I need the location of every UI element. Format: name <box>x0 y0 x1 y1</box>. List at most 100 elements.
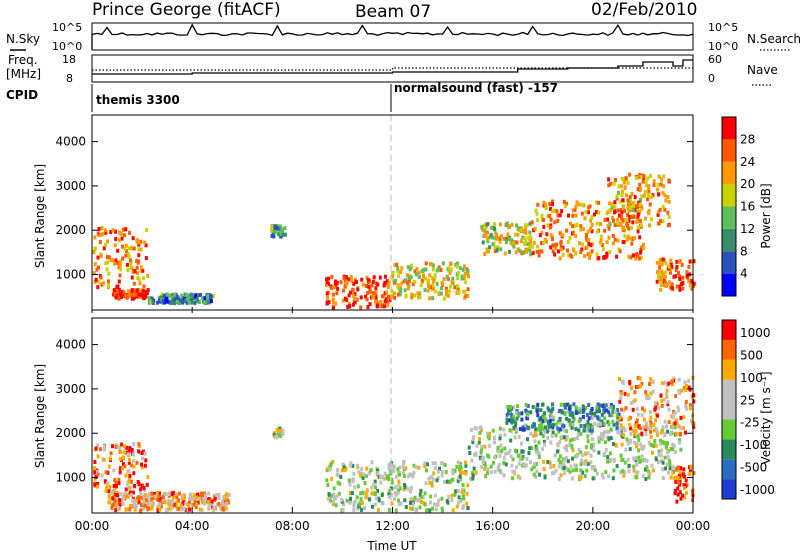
echo-cell <box>353 499 357 504</box>
echo-cell <box>681 472 685 477</box>
echo-cell <box>456 478 460 483</box>
echo-cell <box>679 426 683 431</box>
echo-cell <box>556 426 560 431</box>
echo-cell <box>682 474 686 479</box>
echo-cell <box>424 481 428 486</box>
echo-cell <box>191 295 194 300</box>
echo-cell <box>625 237 629 242</box>
echo-cell <box>623 460 627 465</box>
echo-cell <box>610 413 614 418</box>
echo-cell <box>636 253 640 258</box>
echo-cell <box>503 432 507 437</box>
echo-cell <box>396 269 400 273</box>
echo-cell <box>110 505 114 510</box>
echo-cell <box>342 465 346 470</box>
echo-cell <box>659 430 663 435</box>
echo-cell <box>544 202 548 207</box>
echo-cell <box>684 387 688 392</box>
echo-cell <box>449 261 453 266</box>
echo-cell <box>590 437 594 442</box>
echo-cell <box>418 295 422 300</box>
echo-cell <box>115 503 119 508</box>
echo-cell <box>124 507 128 512</box>
echo-cell <box>348 490 352 495</box>
echo-cell <box>526 437 529 442</box>
echo-cell <box>635 441 639 446</box>
echo-cell <box>270 225 274 229</box>
echo-cell <box>433 502 437 507</box>
echo-cell <box>398 465 402 470</box>
echo-cell <box>684 478 688 483</box>
echo-cell <box>583 474 587 479</box>
echo-cell <box>538 423 541 428</box>
echo-cell <box>465 491 469 496</box>
echo-cell <box>658 257 662 262</box>
echo-cell <box>610 206 614 211</box>
echo-cell <box>431 263 435 268</box>
echo-cell <box>542 467 546 472</box>
echo-cell <box>349 461 353 466</box>
echo-cell <box>180 493 184 498</box>
echo-cell <box>127 478 131 482</box>
echo-cell <box>602 410 606 415</box>
echo-cell <box>631 208 635 213</box>
echo-cell <box>119 267 123 272</box>
echo-cell <box>615 464 619 469</box>
echo-cell <box>159 295 163 300</box>
echo-cell <box>359 497 363 502</box>
echo-cell <box>676 405 680 410</box>
echo-cell <box>223 499 227 504</box>
echo-cell <box>353 292 357 297</box>
echo-cell <box>161 495 165 500</box>
echo-cell <box>123 233 126 238</box>
echo-cell <box>118 466 122 471</box>
echo-cell <box>541 419 545 424</box>
echo-cell <box>471 473 475 478</box>
echo-cell <box>325 277 328 282</box>
echo-cell <box>609 436 613 440</box>
echo-cell <box>398 486 402 491</box>
colorbar-swatch <box>722 206 736 229</box>
echo-cell <box>650 194 654 199</box>
echo-cell <box>360 467 364 472</box>
echo-cell <box>587 205 591 210</box>
echo-cell <box>213 496 217 501</box>
echo-cell <box>167 492 171 497</box>
echo-cell <box>432 471 436 476</box>
echo-cell <box>595 200 598 205</box>
echo-cell <box>677 271 680 275</box>
echo-cell <box>520 251 524 256</box>
echo-cell <box>394 278 398 283</box>
echo-cell <box>325 291 329 296</box>
echo-cell <box>171 495 175 500</box>
echo-cell <box>491 235 495 240</box>
echo-cell <box>651 379 655 384</box>
echo-cell <box>327 492 331 497</box>
echo-cell <box>517 435 521 439</box>
echo-cell <box>515 416 519 421</box>
echo-cell <box>200 491 203 496</box>
echo-cell <box>628 423 632 428</box>
echo-cell <box>651 450 654 455</box>
colorbar-swatch <box>722 479 736 499</box>
echo-cell <box>611 442 615 447</box>
cpid-segment-1: themis 3300 <box>96 93 180 107</box>
echo-cell <box>619 470 623 475</box>
freq-trace <box>92 59 693 75</box>
y-tick-label: 2000 <box>55 223 86 237</box>
echo-cell <box>585 235 588 240</box>
echo-cell <box>217 501 221 506</box>
echo-cell <box>108 500 112 505</box>
echo-cell <box>365 291 369 296</box>
freq-label: Freq. <box>8 53 38 67</box>
echo-cell <box>348 500 352 505</box>
echo-cell <box>145 228 149 233</box>
echo-cell <box>332 492 336 497</box>
echo-cell <box>341 298 345 303</box>
echo-cell <box>432 279 435 284</box>
echo-cell <box>209 299 213 304</box>
echo-cell <box>587 403 591 407</box>
echo-cell <box>457 500 460 505</box>
echo-cell <box>621 469 625 474</box>
echo-cell <box>619 426 623 431</box>
